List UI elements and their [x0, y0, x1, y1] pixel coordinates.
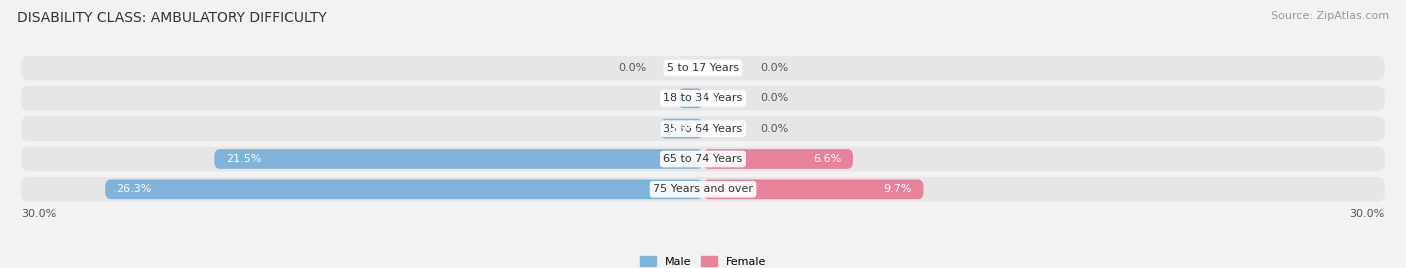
FancyBboxPatch shape	[214, 149, 703, 169]
Text: 0.0%: 0.0%	[759, 63, 789, 73]
Text: 1.1%: 1.1%	[689, 93, 717, 103]
Text: 30.0%: 30.0%	[1350, 209, 1385, 219]
FancyBboxPatch shape	[678, 88, 703, 108]
Text: 6.6%: 6.6%	[814, 154, 842, 164]
Text: 5 to 17 Years: 5 to 17 Years	[666, 63, 740, 73]
FancyBboxPatch shape	[105, 180, 703, 199]
Text: 30.0%: 30.0%	[21, 209, 56, 219]
FancyBboxPatch shape	[703, 149, 853, 169]
Text: 65 to 74 Years: 65 to 74 Years	[664, 154, 742, 164]
Text: 21.5%: 21.5%	[226, 154, 262, 164]
Text: 18 to 34 Years: 18 to 34 Years	[664, 93, 742, 103]
FancyBboxPatch shape	[21, 86, 1385, 111]
FancyBboxPatch shape	[703, 180, 924, 199]
Text: 1.9%: 1.9%	[671, 124, 700, 134]
Text: 0.0%: 0.0%	[759, 93, 789, 103]
Legend: Male, Female: Male, Female	[636, 251, 770, 268]
FancyBboxPatch shape	[21, 116, 1385, 141]
FancyBboxPatch shape	[659, 119, 703, 139]
Text: Source: ZipAtlas.com: Source: ZipAtlas.com	[1271, 11, 1389, 21]
FancyBboxPatch shape	[21, 56, 1385, 80]
Text: 0.0%: 0.0%	[759, 124, 789, 134]
Text: 35 to 64 Years: 35 to 64 Years	[664, 124, 742, 134]
Text: 9.7%: 9.7%	[883, 184, 912, 194]
Text: 75 Years and over: 75 Years and over	[652, 184, 754, 194]
Text: DISABILITY CLASS: AMBULATORY DIFFICULTY: DISABILITY CLASS: AMBULATORY DIFFICULTY	[17, 11, 326, 25]
FancyBboxPatch shape	[21, 147, 1385, 171]
FancyBboxPatch shape	[21, 177, 1385, 202]
Text: 0.0%: 0.0%	[617, 63, 647, 73]
Text: 26.3%: 26.3%	[117, 184, 152, 194]
